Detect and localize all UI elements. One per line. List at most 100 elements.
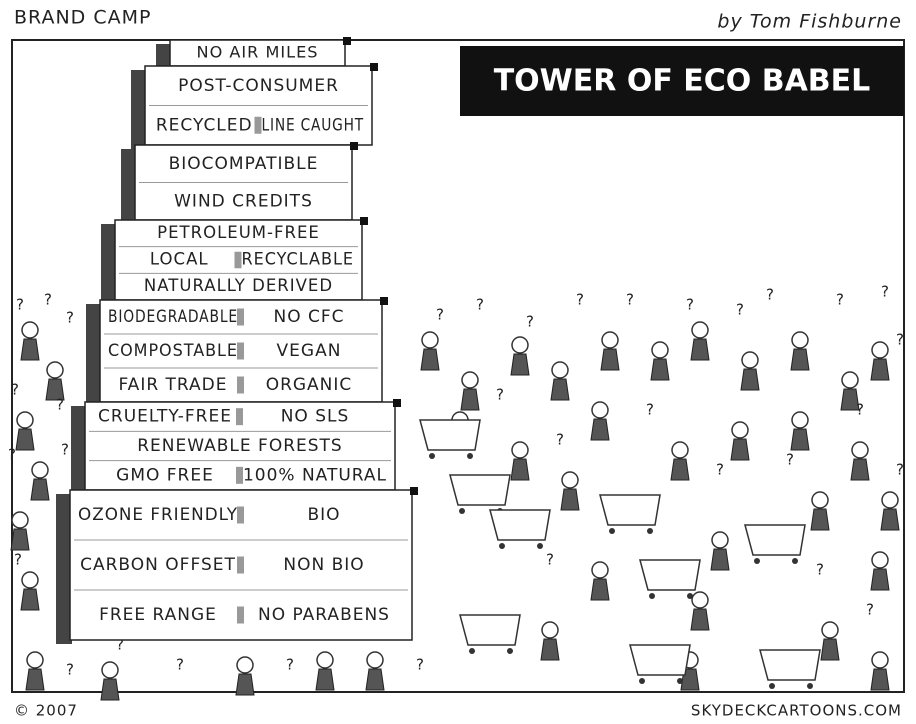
person-head	[872, 652, 888, 668]
person-head	[17, 412, 33, 428]
question-mark: ?	[176, 656, 184, 674]
person-body	[551, 379, 569, 400]
person-head	[317, 652, 333, 668]
eco-label: VEGAN	[277, 341, 342, 361]
cart	[640, 560, 700, 590]
person-body	[691, 339, 709, 360]
person-body	[651, 359, 669, 380]
tier-corner	[343, 37, 351, 45]
eco-label: LOCAL	[150, 250, 209, 269]
question-mark: ?	[546, 551, 554, 569]
question-mark: ?	[626, 291, 634, 309]
person-head	[102, 662, 118, 678]
question-mark: ?	[66, 309, 74, 327]
person-body	[21, 589, 39, 610]
question-mark: ?	[11, 381, 19, 399]
person-body	[511, 354, 529, 375]
cart-wheel	[429, 453, 435, 459]
cart	[760, 650, 820, 680]
question-mark: ?	[416, 656, 424, 674]
person-head	[22, 572, 38, 588]
question-mark: ?	[66, 661, 74, 679]
question-mark: ?	[16, 296, 24, 314]
cart-wheel	[609, 528, 615, 534]
cart-wheel	[769, 683, 775, 689]
question-mark: ?	[44, 291, 52, 309]
person-body	[31, 479, 49, 500]
person-head	[872, 552, 888, 568]
person-head	[512, 337, 528, 353]
cart	[745, 525, 805, 555]
question-mark: ?	[716, 461, 724, 479]
person-body	[101, 679, 119, 700]
question-mark: ?	[881, 283, 889, 301]
eco-label: POST-CONSUMER	[178, 76, 339, 96]
person-body	[811, 509, 829, 530]
person-head	[692, 322, 708, 338]
question-mark: ?	[896, 461, 904, 479]
question-mark: ?	[836, 291, 844, 309]
person-body	[236, 674, 254, 695]
question-mark: ?	[556, 431, 564, 449]
question-mark: ?	[686, 296, 694, 314]
person-body	[741, 369, 759, 390]
label-sticker	[237, 343, 244, 360]
eco-label: NO AIR MILES	[197, 43, 319, 62]
person-head	[872, 342, 888, 358]
eco-label: FAIR TRADE	[118, 375, 227, 395]
question-mark: ?	[8, 446, 16, 464]
person-body	[366, 669, 384, 690]
eco-label: CRUELTY-FREE	[98, 407, 232, 427]
person-head	[882, 492, 898, 508]
person-body	[791, 429, 809, 450]
person-body	[511, 459, 529, 480]
cart	[450, 475, 510, 505]
person-body	[561, 489, 579, 510]
question-mark: ?	[786, 451, 794, 469]
person-head	[652, 342, 668, 358]
cart-wheel	[499, 543, 505, 549]
eco-label: BIODEGRADABLE	[108, 307, 238, 327]
question-mark: ?	[526, 313, 534, 331]
question-mark: ?	[766, 286, 774, 304]
person-head	[12, 512, 28, 528]
question-mark: ?	[56, 396, 64, 414]
cart	[420, 420, 480, 450]
question-mark: ?	[816, 561, 824, 579]
eco-label: CARBON OFFSET	[80, 555, 236, 575]
person-body	[591, 419, 609, 440]
person-head	[852, 442, 868, 458]
cart-wheel	[469, 648, 475, 654]
label-sticker	[235, 252, 242, 269]
person-body	[871, 359, 889, 380]
person-body	[421, 349, 439, 370]
label-sticker	[237, 309, 244, 326]
eco-label: RECYCLED	[156, 115, 253, 135]
person-body	[11, 529, 29, 550]
person-head	[542, 622, 558, 638]
eco-label: NATURALLY DERIVED	[144, 276, 333, 295]
person-body	[601, 349, 619, 370]
question-mark: ?	[646, 401, 654, 419]
eco-label: PETROLEUM-FREE	[157, 223, 320, 242]
tier-corner	[370, 63, 378, 71]
person-body	[26, 669, 44, 690]
person-head	[712, 532, 728, 548]
cart-wheel	[807, 683, 813, 689]
cart-wheel	[792, 558, 798, 564]
person-body	[871, 669, 889, 690]
tier-corner	[380, 297, 388, 305]
person-body	[881, 509, 899, 530]
person-head	[732, 422, 748, 438]
person-head	[512, 442, 528, 458]
question-mark: ?	[436, 306, 444, 324]
cart-wheel	[649, 593, 655, 599]
label-sticker	[236, 408, 243, 425]
person-body	[871, 569, 889, 590]
person-head	[462, 372, 478, 388]
person-body	[791, 349, 809, 370]
person-body	[731, 439, 749, 460]
eco-label: 100% NATURAL	[243, 465, 387, 485]
cart-wheel	[459, 508, 465, 514]
eco-label: GMO FREE	[116, 465, 214, 485]
